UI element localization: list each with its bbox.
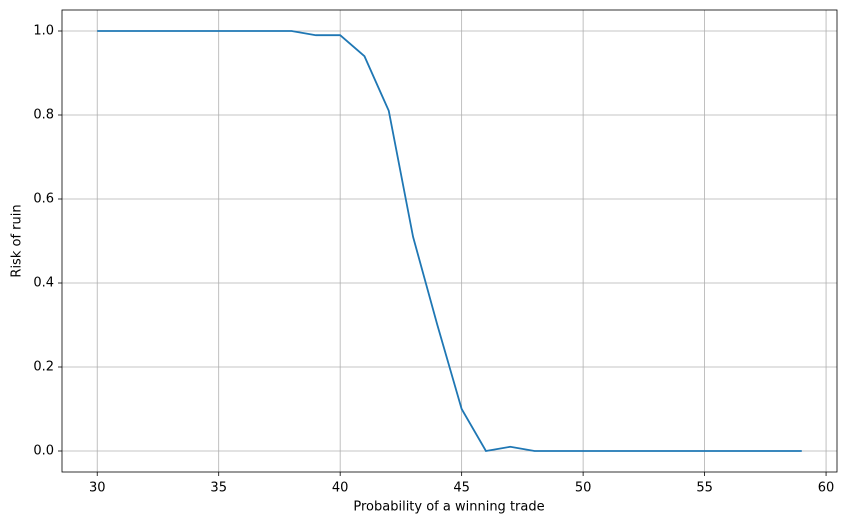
plot-frame — [61, 9, 838, 473]
y-tick-label: 0.2 — [33, 360, 54, 375]
y-tick-label: 1.0 — [33, 24, 54, 39]
x-axis-label: Probability of a winning trade — [353, 500, 544, 515]
x-tick-label: 35 — [210, 481, 227, 496]
x-tick-label: 60 — [818, 481, 835, 496]
x-tick-label: 55 — [696, 481, 713, 496]
x-tick-label: 30 — [89, 481, 106, 496]
y-tick-label: 0.8 — [33, 108, 54, 123]
data-line — [97, 30, 802, 452]
y-axis-label: Risk of ruin — [10, 204, 25, 277]
x-tick-label: 50 — [575, 481, 592, 496]
y-tick-label: 0.6 — [33, 192, 54, 207]
x-tick-label: 40 — [332, 481, 349, 496]
x-tick-label: 45 — [453, 481, 470, 496]
y-tick-label: 0.4 — [33, 276, 54, 291]
y-tick-label: 0.0 — [33, 444, 54, 459]
